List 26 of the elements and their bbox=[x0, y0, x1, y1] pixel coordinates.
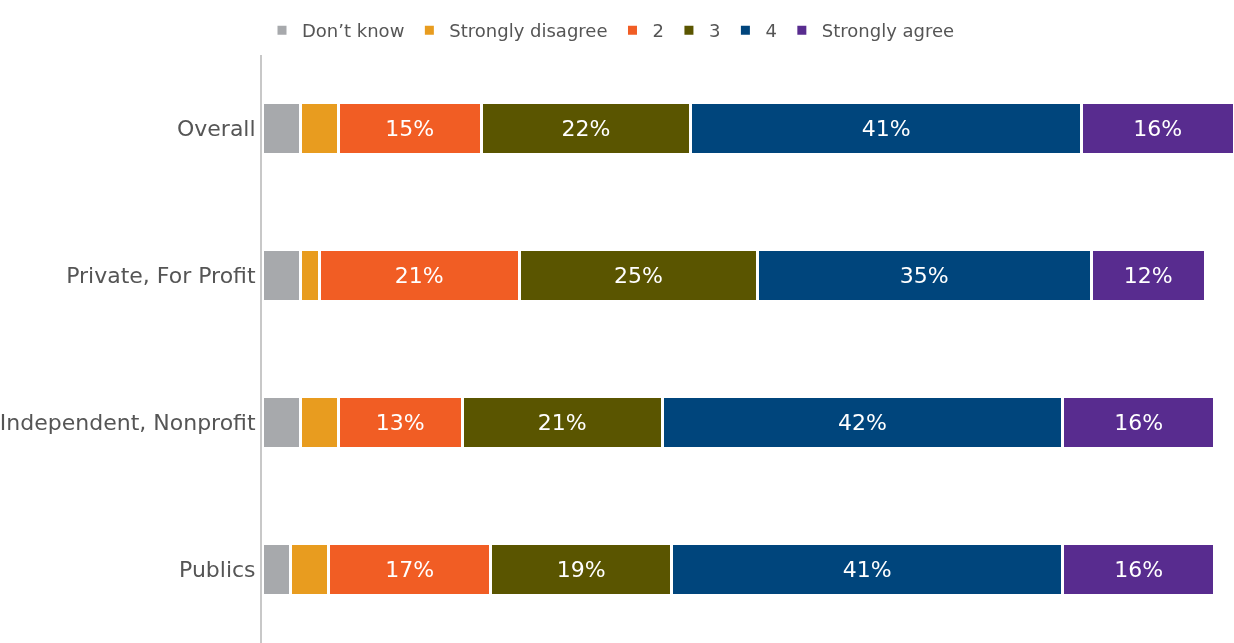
legend-label: 3 bbox=[708, 20, 721, 42]
data-label: 15% bbox=[385, 116, 435, 141]
data-label: 22% bbox=[561, 116, 611, 141]
data-label: 41% bbox=[842, 557, 892, 582]
data-label: 12% bbox=[1123, 263, 1173, 288]
data-label: 17% bbox=[385, 557, 435, 582]
legend-label: Strongly disagree bbox=[449, 20, 608, 42]
data-label: 13% bbox=[375, 410, 425, 435]
data-label: 16% bbox=[1133, 116, 1183, 141]
data-label: 35% bbox=[899, 263, 949, 288]
y-tick-label: Independent, Nonprofit bbox=[0, 410, 256, 436]
data-label: 16% bbox=[1114, 410, 1164, 435]
data-label: 16% bbox=[1114, 557, 1164, 582]
data-label: 41% bbox=[861, 116, 911, 141]
data-label: 42% bbox=[837, 410, 887, 435]
y-tick-label: Publics bbox=[179, 557, 256, 583]
data-label: 21% bbox=[537, 410, 587, 435]
data-label: 21% bbox=[394, 263, 444, 288]
legend-label: Don’t know bbox=[302, 20, 405, 42]
data-label: 25% bbox=[613, 263, 663, 288]
data-label: 19% bbox=[556, 557, 606, 582]
y-tick-label: Private, For Profit bbox=[66, 263, 256, 289]
y-tick-label: Overall bbox=[176, 116, 256, 142]
legend-label: 4 bbox=[765, 20, 777, 42]
legend-label: Strongly agree bbox=[821, 20, 955, 42]
legend-label: 2 bbox=[652, 20, 664, 42]
